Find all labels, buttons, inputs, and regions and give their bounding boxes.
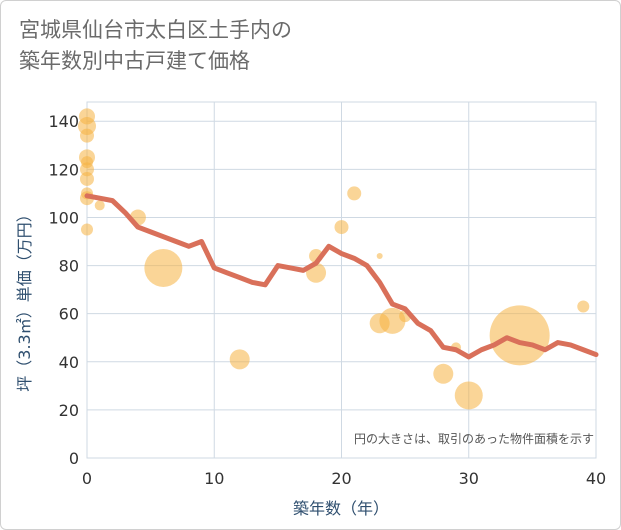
chart-title: 宮城県仙台市太白区土手内の 築年数別中古戸建て価格 <box>19 15 292 77</box>
y-tick-label: 100 <box>48 208 79 227</box>
data-point <box>80 171 94 186</box>
trend-line <box>84 193 599 360</box>
data-point <box>376 252 383 259</box>
data-point <box>347 186 362 201</box>
data-point <box>577 300 590 313</box>
data-point <box>81 223 93 236</box>
x-tick-label: 30 <box>459 469 479 488</box>
size-note: 円の大きさは、取引のあった物件面積を示す <box>354 431 594 446</box>
data-point <box>334 220 349 235</box>
data-point <box>80 128 94 143</box>
x-axis-label: 築年数（年） <box>293 499 389 518</box>
x-tick-label: 20 <box>331 469 351 488</box>
y-tick-label: 80 <box>59 257 79 276</box>
data-point <box>229 349 250 370</box>
data-point <box>379 307 406 334</box>
x-tick-label: 0 <box>82 469 92 488</box>
y-tick-label: 20 <box>59 401 79 420</box>
x-tick-label: 40 <box>586 469 606 488</box>
y-tick-label: 140 <box>48 112 79 131</box>
data-point <box>489 305 550 366</box>
data-point <box>144 248 183 287</box>
x-tick-label: 10 <box>204 469 224 488</box>
data-point <box>80 162 94 177</box>
y-tick-label: 40 <box>59 353 79 372</box>
axis-ticks: 0 10 20 30 40 0 20 40 60 80 100 120 140 <box>48 112 606 488</box>
y-tick-label: 60 <box>59 305 79 324</box>
y-tick-label: 0 <box>69 449 79 468</box>
y-tick-label: 120 <box>48 160 79 179</box>
y-axis-label: 坪（3.3㎡）単価（万円） <box>15 206 34 391</box>
chart-title-line-2: 築年数別中古戸建て価格 <box>19 49 250 73</box>
data-point <box>454 381 483 410</box>
chart-title-line-1: 宮城県仙台市太白区土手内の <box>19 18 292 42</box>
data-point <box>94 200 105 211</box>
data-point <box>433 363 454 384</box>
data-points <box>78 108 590 410</box>
trend-line-group <box>84 193 599 360</box>
